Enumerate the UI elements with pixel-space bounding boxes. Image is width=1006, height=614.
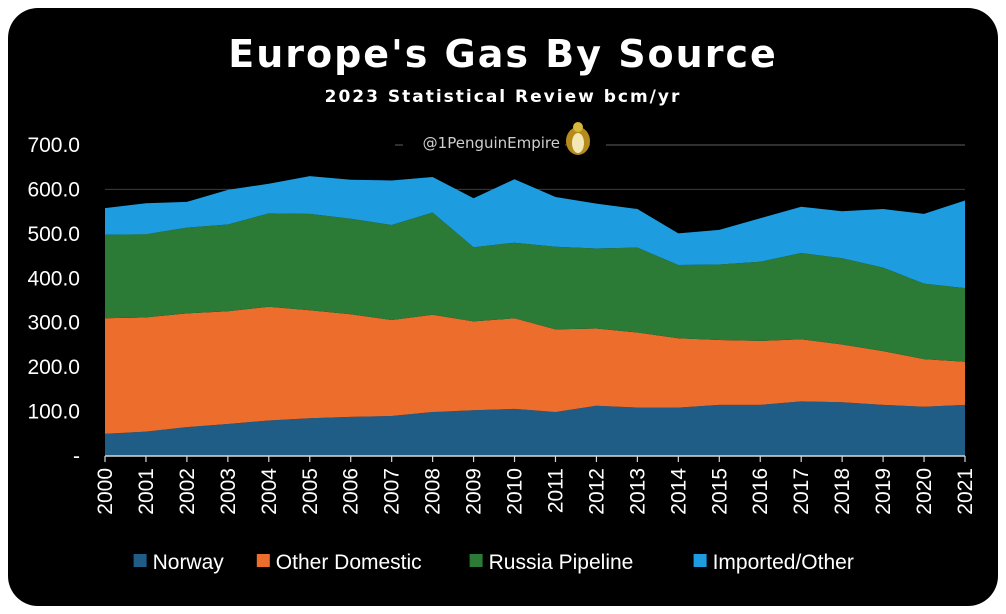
series-area-russia-pipeline: [105, 212, 965, 362]
series-area-other-domestic: [105, 306, 965, 434]
y-tick-label: 500.0: [27, 223, 80, 246]
watermark-text: @1PenguinEmpire: [423, 134, 560, 152]
x-tick-label: 2018: [831, 468, 854, 515]
y-tick-label: 300.0: [27, 312, 80, 335]
y-tick-label: 100.0: [27, 401, 80, 424]
x-tick-label: 2003: [217, 468, 240, 515]
legend-swatch-other-domestic: [256, 554, 270, 567]
x-tick-label: 2021: [954, 468, 977, 515]
y-tick-label: -: [73, 445, 80, 468]
chart-subtitle: 2023 Statistical Review bcm/yr: [324, 87, 682, 107]
x-tick-label: 2012: [585, 468, 608, 515]
legend-label-norway: Norway: [153, 551, 225, 574]
x-tick-label: 2007: [381, 468, 404, 515]
y-tick-label: 200.0: [27, 356, 80, 379]
y-tick-label: 600.0: [27, 178, 80, 201]
penguin-logo-icon: [566, 122, 590, 155]
x-tick-label: 2004: [258, 468, 281, 515]
x-tick-label: 2015: [708, 468, 731, 515]
legend-label-russia-pipeline: Russia Pipeline: [489, 551, 634, 574]
x-tick-label: 2009: [463, 468, 486, 515]
x-tick-label: 2000: [94, 468, 117, 515]
x-tick-label: 2006: [340, 468, 363, 515]
x-tick-label: 2017: [790, 468, 813, 515]
x-tick-label: 2002: [176, 468, 199, 515]
x-tick-label: 2019: [872, 468, 895, 515]
legend-swatch-russia-pipeline: [469, 554, 483, 567]
legend-label-imported-other: Imported/Other: [713, 551, 854, 574]
x-tick-label: 2013: [626, 468, 649, 515]
legend-label-other-domestic: Other Domestic: [276, 551, 422, 574]
watermark-backdrop: [403, 132, 565, 156]
x-tick-label: 2005: [299, 468, 322, 515]
x-tick-label: 2010: [504, 468, 527, 515]
x-tick-label: 2001: [135, 468, 158, 515]
y-tick-label: 700.0: [27, 134, 80, 157]
legend-swatch-norway: [133, 554, 147, 567]
legend-swatch-imported-other: [693, 554, 707, 567]
chart-title: Europe's Gas By Source: [228, 32, 778, 76]
x-tick-label: 2020: [913, 468, 936, 515]
y-tick-label: 400.0: [27, 267, 80, 290]
x-tick-label: 2011: [544, 468, 567, 513]
x-tick-label: 2008: [422, 468, 445, 515]
x-tick-label: 2016: [749, 468, 772, 515]
series-area-imported-other: [105, 176, 965, 289]
series-area-norway: [105, 401, 965, 456]
x-tick-label: 2014: [667, 468, 690, 515]
